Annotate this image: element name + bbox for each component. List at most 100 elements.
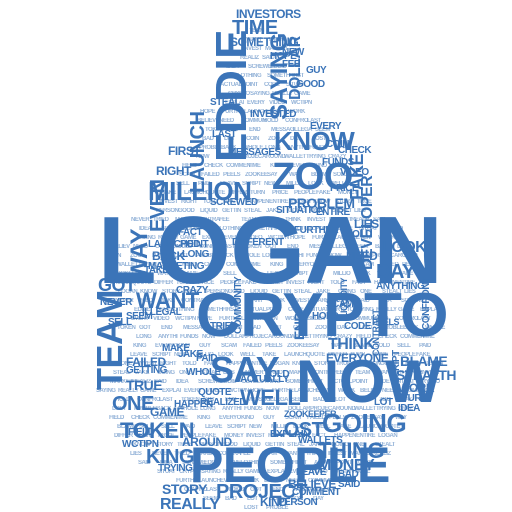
filler-word: ZOOKEE bbox=[245, 172, 268, 178]
cloud-word: LOT bbox=[374, 397, 393, 408]
filler-word: EDDIE bbox=[220, 379, 236, 385]
filler-word: FEE bbox=[240, 451, 251, 457]
cloud-word: WANT bbox=[136, 288, 199, 313]
filler-word: TIME bbox=[248, 262, 261, 268]
filler-word: EDDIE bbox=[204, 460, 220, 466]
filler-word: REALLY bbox=[272, 91, 293, 97]
filler-word: SITUAT bbox=[286, 82, 305, 88]
filler-word: SOLD bbox=[375, 343, 390, 349]
filler-word: TRUE bbox=[177, 442, 192, 448]
cloud-word: TRIED bbox=[210, 321, 238, 332]
filler-word: THINK bbox=[285, 217, 301, 223]
filler-word: TRIED bbox=[137, 298, 153, 304]
filler-word: DOLLAR bbox=[224, 334, 247, 340]
filler-word: NOW bbox=[266, 406, 280, 412]
filler-word: EVEN bbox=[356, 235, 371, 241]
filler-word: SAY bbox=[373, 415, 384, 421]
filler-word: IDEA bbox=[139, 226, 152, 232]
filler-word: TAKE bbox=[399, 271, 413, 277]
filler-word: NEED bbox=[133, 244, 148, 250]
filler-word: INVEST bbox=[328, 451, 347, 457]
filler-word: TOLD bbox=[203, 199, 218, 205]
filler-word: INVEST bbox=[246, 433, 265, 439]
filler-word: CONTRA bbox=[181, 298, 204, 304]
filler-word: GOT bbox=[227, 127, 239, 133]
filler-word: WCTIPN bbox=[291, 100, 312, 106]
filler-word: FURTHE bbox=[312, 235, 334, 241]
filler-word: TOKEN bbox=[181, 397, 200, 403]
filler-word: GUY bbox=[336, 262, 348, 268]
filler-word: WALLET bbox=[354, 406, 376, 412]
filler-word: EDDIE bbox=[270, 64, 286, 70]
filler-word: GOOD bbox=[228, 289, 245, 295]
filler-word: SAYING bbox=[354, 307, 374, 313]
filler-word: FUNDS bbox=[180, 334, 199, 340]
filler-word: SEEM bbox=[315, 127, 331, 133]
filler-word: ZOOKEE bbox=[287, 343, 310, 349]
filler-word: BAD bbox=[202, 136, 214, 142]
cloud-word: CONFRONT bbox=[421, 277, 432, 330]
filler-word: MARKET bbox=[110, 379, 133, 385]
filler-word: GOT bbox=[139, 325, 151, 331]
filler-word: CONTRA bbox=[197, 217, 220, 223]
filler-word: END bbox=[272, 487, 284, 493]
filler-word: NOW bbox=[202, 334, 216, 340]
filler-word: LIES bbox=[404, 289, 416, 295]
cloud-word: CHECK bbox=[338, 145, 372, 156]
filler-word: REALIZ bbox=[335, 298, 354, 304]
filler-word: TAKE bbox=[262, 352, 276, 358]
filler-word: PEELS bbox=[402, 262, 420, 268]
filler-word: TOKEN bbox=[205, 127, 224, 133]
cloud-word: GAME bbox=[150, 405, 185, 419]
filler-word: ZOOKEE bbox=[113, 271, 136, 277]
filler-word: ILLEGA bbox=[316, 487, 336, 493]
filler-word: ZOO bbox=[379, 397, 391, 403]
filler-word: CONFRO bbox=[395, 316, 419, 322]
filler-word: EVERY bbox=[289, 469, 307, 475]
cloud-word: EVERY bbox=[310, 121, 342, 132]
filler-word: SCREWE bbox=[198, 379, 222, 385]
filler-word: MILLIO bbox=[333, 271, 351, 277]
filler-word: ANYTHI bbox=[284, 253, 304, 259]
filler-word: TOKEN bbox=[117, 325, 136, 331]
filler-word: SCRIPT bbox=[289, 271, 309, 277]
filler-word: SAID bbox=[357, 298, 370, 304]
filler-word: HAPPEN bbox=[247, 199, 270, 205]
filler-word: SEEM bbox=[353, 244, 369, 250]
filler-word: FIRST bbox=[308, 379, 323, 385]
filler-word: ONE bbox=[360, 289, 372, 295]
filler-word: MONEY bbox=[116, 361, 136, 367]
filler-word: LAST bbox=[307, 118, 321, 124]
cloud-word: LEAVE bbox=[296, 467, 327, 478]
filler-word: SAY bbox=[267, 172, 278, 178]
filler-word: SITUAT bbox=[359, 226, 378, 232]
cloud-word: ANYTHING bbox=[376, 281, 425, 292]
filler-word: SCREWE bbox=[182, 460, 206, 466]
filler-word: PROBLE bbox=[199, 145, 222, 151]
filler-word: CHECK bbox=[204, 262, 223, 268]
filler-word: GAME bbox=[180, 235, 197, 241]
filler-word: COMMEN bbox=[153, 415, 178, 421]
filler-word: SELL bbox=[397, 343, 411, 349]
filler-word: BAD bbox=[249, 325, 261, 331]
filler-word: NEVER bbox=[152, 451, 171, 457]
filler-word: EDDIE bbox=[183, 226, 199, 232]
filler-word: WANT bbox=[246, 37, 262, 43]
filler-word: BELIEV bbox=[111, 244, 130, 250]
filler-word: DEVELO bbox=[226, 460, 248, 466]
filler-word: WELL bbox=[315, 424, 331, 430]
filler-word: SELL bbox=[223, 271, 237, 277]
filler-word: PROBLE bbox=[381, 325, 404, 331]
filler-word: STEAL bbox=[287, 442, 305, 448]
filler-word: WANT bbox=[284, 451, 300, 457]
filler-word: CRAZY bbox=[328, 154, 347, 160]
filler-word: SAID bbox=[373, 217, 386, 223]
filler-word: COMMUN bbox=[351, 316, 376, 322]
filler-word: LONG bbox=[262, 253, 278, 259]
filler-word: PAID bbox=[419, 343, 431, 349]
filler-word: HAPPEN bbox=[374, 280, 397, 286]
filler-word: INVEST bbox=[243, 46, 262, 52]
filler-word: GUY bbox=[336, 163, 348, 169]
filler-word: ENTIRE bbox=[248, 361, 268, 367]
filler-word: ANYTHI bbox=[287, 145, 307, 151]
